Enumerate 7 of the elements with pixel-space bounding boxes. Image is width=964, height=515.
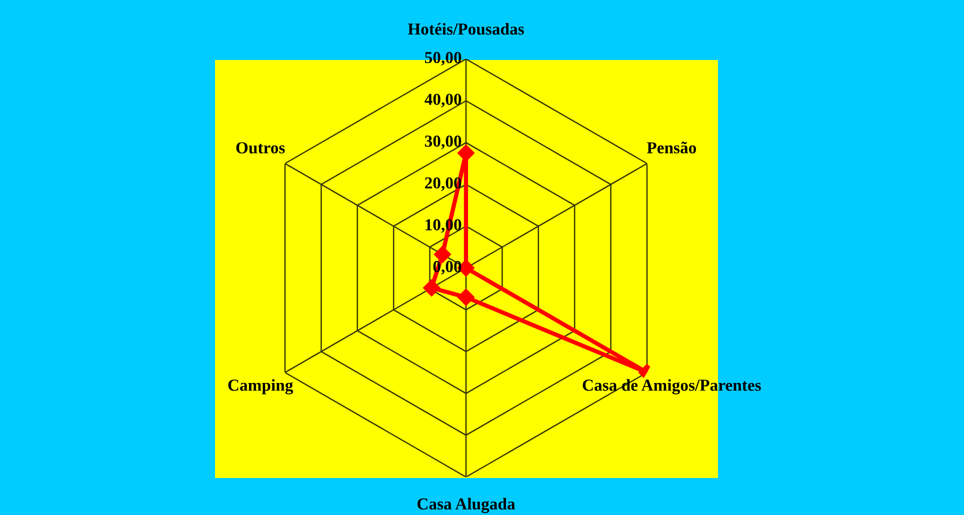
spoke-label: Outros: [236, 142, 285, 154]
spoke-label: Pensão: [646, 142, 696, 154]
y-tick-label: 40,00: [424, 94, 462, 108]
spoke-label: Camping: [228, 379, 294, 394]
spoke-label: Casa Alugada: [417, 498, 516, 514]
spoke-label: Hotéis/Pousadas: [408, 22, 524, 35]
y-tick-label: 30,00: [424, 136, 462, 150]
